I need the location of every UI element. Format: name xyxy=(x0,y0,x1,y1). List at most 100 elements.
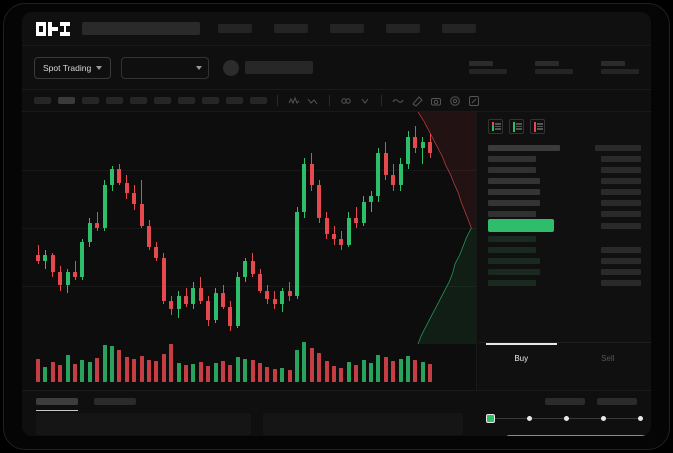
bottom-tabs xyxy=(22,391,651,411)
volume-bar xyxy=(243,358,248,382)
eraser-icon[interactable] xyxy=(411,95,423,107)
trading-mode-dropdown[interactable]: Spot Trading xyxy=(34,56,112,79)
volume-bar xyxy=(295,350,299,382)
timeframe-9[interactable] xyxy=(250,97,267,104)
orderbook-bid-row[interactable] xyxy=(488,266,641,277)
timeframe-7[interactable] xyxy=(202,97,219,104)
volume-bar xyxy=(36,358,40,382)
volume-bar xyxy=(169,344,174,382)
volume-bar xyxy=(139,355,144,382)
orderbook-ask-row[interactable] xyxy=(488,153,641,164)
timeframe-8[interactable] xyxy=(226,97,243,104)
timeframe-1[interactable] xyxy=(58,97,75,104)
settings-icon[interactable] xyxy=(449,95,461,107)
toolbar-divider xyxy=(277,95,278,106)
timeframe-3[interactable] xyxy=(106,97,123,104)
carousel-dot-0[interactable] xyxy=(486,413,495,423)
orderbook-ask-row[interactable] xyxy=(488,186,641,197)
chart-type-icon[interactable] xyxy=(359,95,371,107)
orderbook-ask-row[interactable] xyxy=(488,142,641,153)
volume-bar xyxy=(324,360,329,382)
volume-bar xyxy=(406,355,410,382)
volume-bar xyxy=(287,370,292,382)
timeframe-5[interactable] xyxy=(154,97,171,104)
timeframe-2[interactable] xyxy=(82,97,99,104)
camera-icon[interactable] xyxy=(430,95,442,107)
line-chart-icon[interactable] xyxy=(392,95,404,107)
price-chart[interactable] xyxy=(22,112,477,390)
volume-bar xyxy=(161,353,166,382)
carousel-dots xyxy=(486,413,643,423)
stat-2 xyxy=(601,61,639,74)
volume-bar xyxy=(428,364,433,382)
orderbook-bid-row[interactable] xyxy=(488,255,641,266)
volume-bar xyxy=(154,360,159,382)
template-icon[interactable] xyxy=(340,95,352,107)
gridline xyxy=(22,286,477,287)
orderbook-bid-row[interactable] xyxy=(488,244,641,255)
primary-cta-button[interactable] xyxy=(506,435,651,436)
volume-bar xyxy=(184,365,188,382)
volume-bar xyxy=(213,363,218,382)
volume-bar xyxy=(43,367,48,382)
bottom-tab-1[interactable] xyxy=(94,398,136,405)
nav-item-2[interactable] xyxy=(330,24,364,33)
nav-item-0[interactable] xyxy=(218,24,252,33)
indicator-icon[interactable] xyxy=(288,95,300,107)
pair-selector[interactable] xyxy=(121,56,210,79)
volume-bar xyxy=(420,362,425,382)
volume-bar xyxy=(302,342,307,382)
orderbook-rows[interactable] xyxy=(478,140,651,288)
bottom-tab-0[interactable] xyxy=(36,398,78,411)
bottom-panel-left xyxy=(36,413,251,435)
bottom-action-1[interactable] xyxy=(597,398,637,405)
fullscreen-icon[interactable] xyxy=(468,95,480,107)
volume-bar xyxy=(354,365,359,382)
orderbook-bid-row[interactable] xyxy=(488,277,641,288)
timeframe-4[interactable] xyxy=(130,97,147,104)
compare-icon[interactable] xyxy=(307,95,319,107)
carousel-dot-4[interactable] xyxy=(638,415,643,421)
okx-logo[interactable] xyxy=(36,21,70,36)
timeframe-0[interactable] xyxy=(34,97,51,104)
tab-buy[interactable]: Buy xyxy=(478,343,565,390)
carousel-dot-2[interactable] xyxy=(564,415,569,421)
volume-bar xyxy=(132,358,137,382)
orderbook-ask-row[interactable] xyxy=(488,164,641,175)
tab-buy-label: Buy xyxy=(514,354,529,363)
volume-bar xyxy=(117,350,122,382)
orderbook-bid-row[interactable] xyxy=(488,233,641,244)
orderbook-ask-row[interactable] xyxy=(488,175,641,186)
tab-sell-label: Sell xyxy=(601,354,615,363)
orderbook-bids-icon[interactable] xyxy=(509,119,524,134)
volume-bar xyxy=(391,360,396,382)
orderbook-ask-row[interactable] xyxy=(488,197,641,208)
volume-bar xyxy=(361,359,366,382)
search-input[interactable] xyxy=(82,22,200,35)
orderbook-last-price-row xyxy=(488,219,641,233)
stat-1 xyxy=(535,61,573,74)
carousel-dot-1[interactable] xyxy=(527,415,532,421)
volume-bar xyxy=(383,356,388,382)
nav-item-4[interactable] xyxy=(442,24,476,33)
market-stats xyxy=(469,61,639,74)
bottom-content-panels xyxy=(22,413,478,435)
gridline xyxy=(22,170,477,171)
chart-toolbar xyxy=(22,90,651,112)
nav-item-3[interactable] xyxy=(386,24,420,33)
nav-item-1[interactable] xyxy=(274,24,308,33)
app-header xyxy=(22,12,651,46)
volume-bar xyxy=(50,362,55,382)
carousel-dot-3[interactable] xyxy=(601,415,606,421)
volume-bar xyxy=(110,346,114,382)
timeframe-6[interactable] xyxy=(178,97,195,104)
tab-sell[interactable]: Sell xyxy=(565,343,652,390)
volume-bar xyxy=(272,369,277,382)
volume-bar xyxy=(258,363,262,382)
orderbook-asks-icon[interactable] xyxy=(530,119,545,134)
orderbook-both-icon[interactable] xyxy=(488,119,503,134)
orderbook-ask-row[interactable] xyxy=(488,208,641,219)
bottom-action-0[interactable] xyxy=(545,398,585,405)
toolbar-divider xyxy=(329,95,330,106)
